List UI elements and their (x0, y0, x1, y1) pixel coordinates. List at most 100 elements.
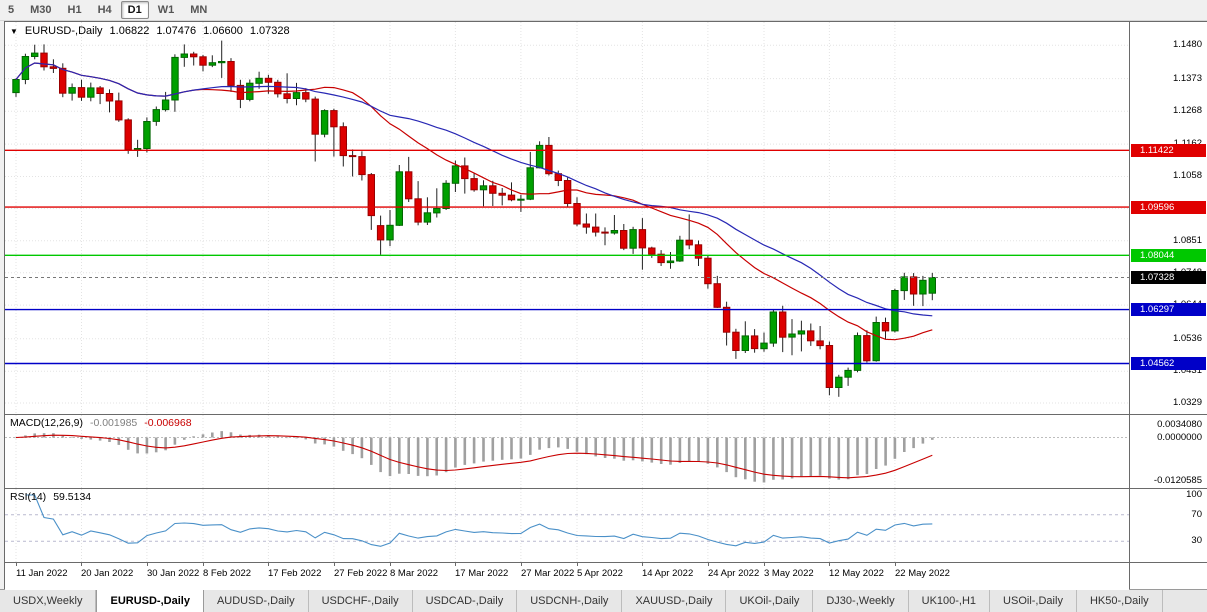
symbol-title: EURUSD-,Daily (24, 25, 103, 37)
date-label-20-jan-2022: 20 Jan 2022 (81, 568, 134, 579)
date-label-8-feb-2022: 8 Feb 2022 (203, 568, 252, 579)
ohlc-close: 1.07328 (249, 25, 290, 37)
date-label-22-may-2022: 22 May 2022 (895, 568, 950, 579)
date-label-3-may-2022: 3 May 2022 (764, 568, 814, 579)
chart-region: ▼ EURUSD-,Daily 1.06822 1.07476 1.06600 … (4, 21, 1207, 590)
rsi-tick-30: 30 (1191, 535, 1202, 546)
timeframe-button-5[interactable]: 5 (8, 4, 15, 16)
price-level-badge-1.07328: 1.07328 (1131, 271, 1206, 284)
timeframe-button-h4[interactable]: H4 (97, 4, 112, 16)
price-tick-1.1480: 1.1480 (1172, 39, 1202, 50)
timeframe-button-m30[interactable]: M30 (30, 4, 52, 16)
chart-tab-dj30-weekly[interactable]: DJ30-,Weekly (813, 590, 909, 612)
price-axis-main[interactable]: 1.14801.13731.12681.11621.10581.09551.08… (1130, 22, 1207, 414)
price-level-badge-1.08044: 1.08044 (1131, 249, 1206, 262)
price-level-badge-1.09596: 1.09596 (1131, 201, 1206, 214)
macd-tick-0.0000000: 0.0000000 (1157, 432, 1202, 443)
macd-svg (5, 415, 1129, 488)
time-axis[interactable]: 11 Jan 2022 20 Jan 2022 30 Jan 2022 8 Feb 2… (5, 562, 1129, 590)
price-tick-1.1162: 1.1162 (1174, 139, 1202, 149)
rsi-label: RSI(14) (10, 491, 47, 503)
date-label-30-jan-2022: 30 Jan 2022 (147, 568, 200, 579)
price-level-badge-1.04562: 1.04562 (1131, 357, 1206, 370)
rsi-label-line: RSI(14) 59.5134 (10, 491, 91, 503)
time-tick-mark (268, 563, 269, 566)
macd-chart-canvas[interactable] (5, 415, 1129, 488)
timeframe-button-mn[interactable]: MN (190, 4, 208, 16)
ohlc-open: 1.06822 (109, 25, 150, 37)
price-axis-column[interactable]: 1.14801.13731.12681.11621.10581.09551.08… (1129, 22, 1207, 589)
timeframe-button-w1[interactable]: W1 (157, 4, 175, 16)
macd-label-line: MACD(12,26,9) -0.001985 -0.006968 (10, 417, 192, 429)
price-tick-1.0536: 1.0536 (1172, 333, 1202, 344)
date-label-8-mar-2022: 8 Mar 2022 (390, 568, 439, 579)
date-label-12-may-2022: 12 May 2022 (829, 568, 884, 579)
chart-tab-usdx-weekly[interactable]: USDX,Weekly (0, 590, 97, 612)
price-tick-1.0851: 1.0851 (1172, 235, 1202, 246)
chart-tab-usoil-daily[interactable]: USOil-,Daily (990, 590, 1077, 612)
date-label-11-jan-2022: 11 Jan 2022 (16, 568, 68, 579)
price-tick-1.0431: 1.0431 (1172, 365, 1202, 376)
symbol-ohlc-line: ▼ EURUSD-,Daily 1.06822 1.07476 1.06600 … (10, 25, 290, 37)
chart-tab-usdcnh-daily[interactable]: USDCNH-,Daily (517, 590, 623, 612)
chart-tab-usdcad-daily[interactable]: USDCAD-,Daily (412, 590, 518, 612)
macd-main-value: -0.001985 (89, 417, 138, 429)
timeframe-button-h1[interactable]: H1 (67, 4, 82, 16)
timeframe-button-d1[interactable]: D1 (120, 1, 149, 19)
time-tick-mark (334, 563, 335, 566)
price-level-badge-1.11422: 1.11422 (1131, 144, 1206, 157)
ohlc-high: 1.07476 (156, 25, 197, 37)
rsi-value: 59.5134 (53, 491, 92, 503)
chart-tab-xauusd-daily[interactable]: XAUUSD-,Daily (622, 590, 727, 612)
plot-column: ▼ EURUSD-,Daily 1.06822 1.07476 1.06600 … (5, 22, 1129, 590)
date-label-27-mar-2022: 27 Mar 2022 (521, 568, 575, 579)
price-tick-1.1268: 1.1268 (1172, 105, 1202, 116)
time-tick-mark (708, 563, 709, 566)
macd-tick-0.0034080: 0.0034080 (1157, 419, 1202, 430)
time-tick-mark (390, 563, 391, 566)
chart-tab-audusd-daily[interactable]: AUDUSD-,Daily (203, 590, 309, 612)
time-tick-mark (642, 563, 643, 566)
time-tick-mark (455, 563, 456, 566)
rsi-tick-100: 100 (1186, 489, 1202, 500)
rsi-svg (5, 489, 1129, 562)
price-tick-1.1058: 1.1058 (1172, 170, 1202, 181)
time-tick-mark (577, 563, 578, 566)
date-label-24-apr-2022: 24 Apr 2022 (708, 568, 760, 579)
macd-label: MACD(12,26,9) (10, 417, 83, 429)
expand-triangle-icon[interactable]: ▼ (10, 26, 18, 36)
ohlc-low: 1.06600 (203, 25, 243, 37)
rsi-chart-canvas[interactable] (5, 489, 1129, 562)
timeframe-toolbar: 5 M30 H1 H4 D1 W1 MN (0, 0, 1207, 21)
date-label-27-feb-2022: 27 Feb 2022 (334, 568, 388, 579)
candles-svg (5, 22, 1129, 414)
chart-tab-bar: USDX,Weekly EURUSD-,Daily AUDUSD-,Daily USD… (0, 589, 1207, 612)
date-label-17-mar-2022: 17 Mar 2022 (455, 568, 509, 579)
chart-tab-usdchf-daily[interactable]: USDCHF-,Daily (308, 590, 413, 612)
date-label-5-apr-2022: 5 Apr 2022 (577, 568, 623, 579)
chart-tab-hk50-daily[interactable]: HK50-,Daily (1076, 590, 1163, 612)
time-tick-mark (203, 563, 204, 566)
time-tick-mark (16, 563, 17, 566)
date-label-14-apr-2022: 14 Apr 2022 (642, 568, 694, 579)
chart-tab-uk100-h1[interactable]: UK100-,H1 (908, 590, 991, 612)
chart-tab-eurusd-daily[interactable]: EURUSD-,Daily (96, 590, 204, 612)
time-tick-mark (764, 563, 765, 566)
chart-tab-ukoil-daily[interactable]: UKOil-,Daily (726, 590, 814, 612)
axis-corner (1130, 562, 1207, 590)
rsi-pane[interactable]: RSI(14) 59.5134 (5, 488, 1129, 562)
macd-pane[interactable]: MACD(12,26,9) -0.001985 -0.006968 (5, 414, 1129, 488)
price-pane[interactable]: ▼ EURUSD-,Daily 1.06822 1.07476 1.06600 … (5, 22, 1129, 414)
price-tick-1.1373: 1.1373 (1172, 73, 1202, 84)
time-tick-mark (147, 563, 148, 566)
price-tick-1.0329: 1.0329 (1172, 397, 1202, 408)
date-label-17-feb-2022: 17 Feb 2022 (268, 568, 322, 579)
price-axis-macd[interactable]: 0.0034080 0.0000000 -0.0120585 (1130, 414, 1207, 488)
price-axis-rsi[interactable]: 100 70 30 (1130, 488, 1207, 562)
time-tick-mark (829, 563, 830, 566)
time-tick-mark (895, 563, 896, 566)
rsi-tick-70: 70 (1191, 509, 1202, 520)
price-chart-canvas[interactable] (5, 22, 1129, 414)
price-level-badge-1.06297: 1.06297 (1131, 303, 1206, 316)
